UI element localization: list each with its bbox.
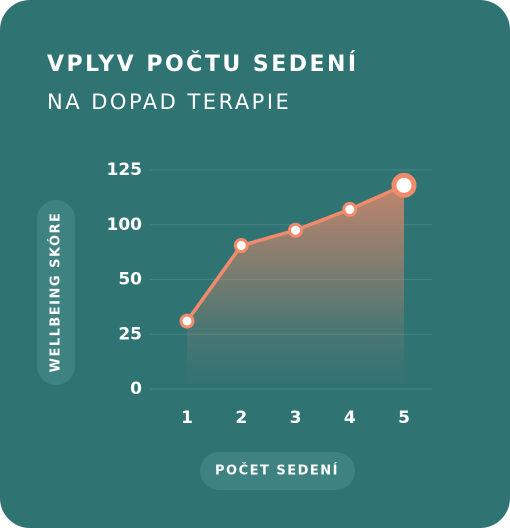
x-label-pill	[200, 452, 355, 490]
point	[179, 313, 195, 329]
y-tick-label: 125	[107, 160, 143, 180]
y-tick-label: 0	[130, 379, 142, 399]
y-tick-label: 100	[107, 215, 143, 235]
x-tick-label: 3	[290, 408, 302, 428]
point	[288, 222, 303, 238]
chart-subtitle: NA DOPAD TERAPIE	[47, 90, 291, 114]
point	[391, 172, 417, 198]
y-axis-label: WELLBEING SKÓRE	[48, 212, 64, 373]
x-tick-label: 2	[235, 408, 247, 428]
area	[187, 185, 404, 389]
point	[342, 201, 358, 217]
x-axis-label: POČET SEDENÍ	[215, 463, 339, 479]
chart-title: VPLYV POČTU SEDENÍ	[47, 51, 359, 77]
x-tick-label: 5	[398, 408, 410, 428]
x-tick-label: 1	[181, 408, 193, 428]
y-label-pill	[37, 200, 75, 385]
point	[233, 238, 249, 254]
y-tick-label: 50	[118, 270, 142, 290]
x-tick-label: 4	[344, 408, 356, 428]
y-tick-label: 25	[118, 324, 142, 344]
